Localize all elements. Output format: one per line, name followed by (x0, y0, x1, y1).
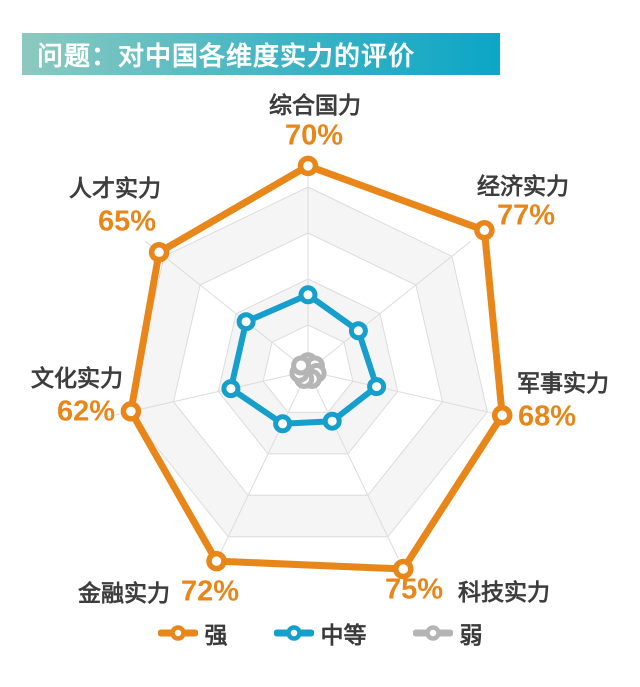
legend-marker-icon (157, 625, 198, 641)
legend-marker-icon (273, 625, 314, 641)
axis-spokes (105, 163, 511, 559)
axis-name-label: 经济实力 (477, 173, 569, 199)
series-medium-marker (298, 285, 318, 305)
axis-value-label: 75% (384, 573, 444, 606)
series-weak-marker (291, 355, 312, 376)
axis-name-label: 综合国力 (269, 92, 361, 118)
legend-label: 弱 (459, 622, 483, 648)
series-strong-marker (297, 155, 319, 177)
series-weak (289, 352, 327, 389)
series-medium-marker (322, 411, 342, 431)
series-strong (120, 155, 513, 580)
series-medium-marker (348, 321, 368, 341)
series-strong-marker (393, 558, 414, 580)
legend-item-medium: 中等 (273, 616, 367, 650)
series-medium-marker (236, 312, 256, 332)
chart-legend: 强 中等 弱 (0, 616, 640, 650)
legend-label: 中等 (320, 622, 367, 648)
axis-value-label: 68% (517, 400, 577, 433)
page-title: 问题：对中国各维度实力的评价 (37, 40, 416, 71)
series-strong-marker (120, 401, 142, 422)
series-strong-marker (491, 405, 513, 426)
axis-value-label: 72% (180, 575, 240, 608)
series-medium-marker (367, 377, 387, 397)
series-strong-marker (206, 550, 227, 572)
axis-value-label: 65% (97, 205, 157, 238)
series-strong-polygon (127, 162, 506, 573)
axis-value-label: 62% (56, 395, 116, 428)
series-medium-polygon (227, 291, 380, 427)
axis-spoke (145, 240, 309, 372)
series-medium (221, 285, 387, 434)
series-strong-marker (148, 242, 170, 263)
legend-label: 强 (204, 622, 228, 648)
title-bar: 问题：对中国各维度实力的评价 (22, 33, 500, 75)
legend-marker-icon (412, 625, 453, 641)
series-strong-marker (474, 220, 495, 241)
axis-spoke (217, 370, 309, 559)
axis-value-label: 77% (496, 199, 556, 232)
axis-spoke (307, 370, 511, 418)
axis-name-label: 金融实力 (78, 580, 170, 606)
series-medium-marker (273, 414, 293, 434)
legend-item-weak: 弱 (412, 616, 483, 650)
axis-spoke (307, 370, 399, 559)
axis-name-label: 科技实力 (458, 579, 550, 605)
axis-value-label: 70% (284, 119, 344, 152)
axis-name-label: 文化实力 (31, 365, 123, 391)
axis-name-label: 军事实力 (517, 370, 609, 396)
axis-spoke (307, 240, 471, 372)
series-medium-marker (221, 379, 241, 399)
axis-name-label: 人才实力 (69, 175, 161, 201)
legend-item-strong: 强 (157, 616, 228, 650)
